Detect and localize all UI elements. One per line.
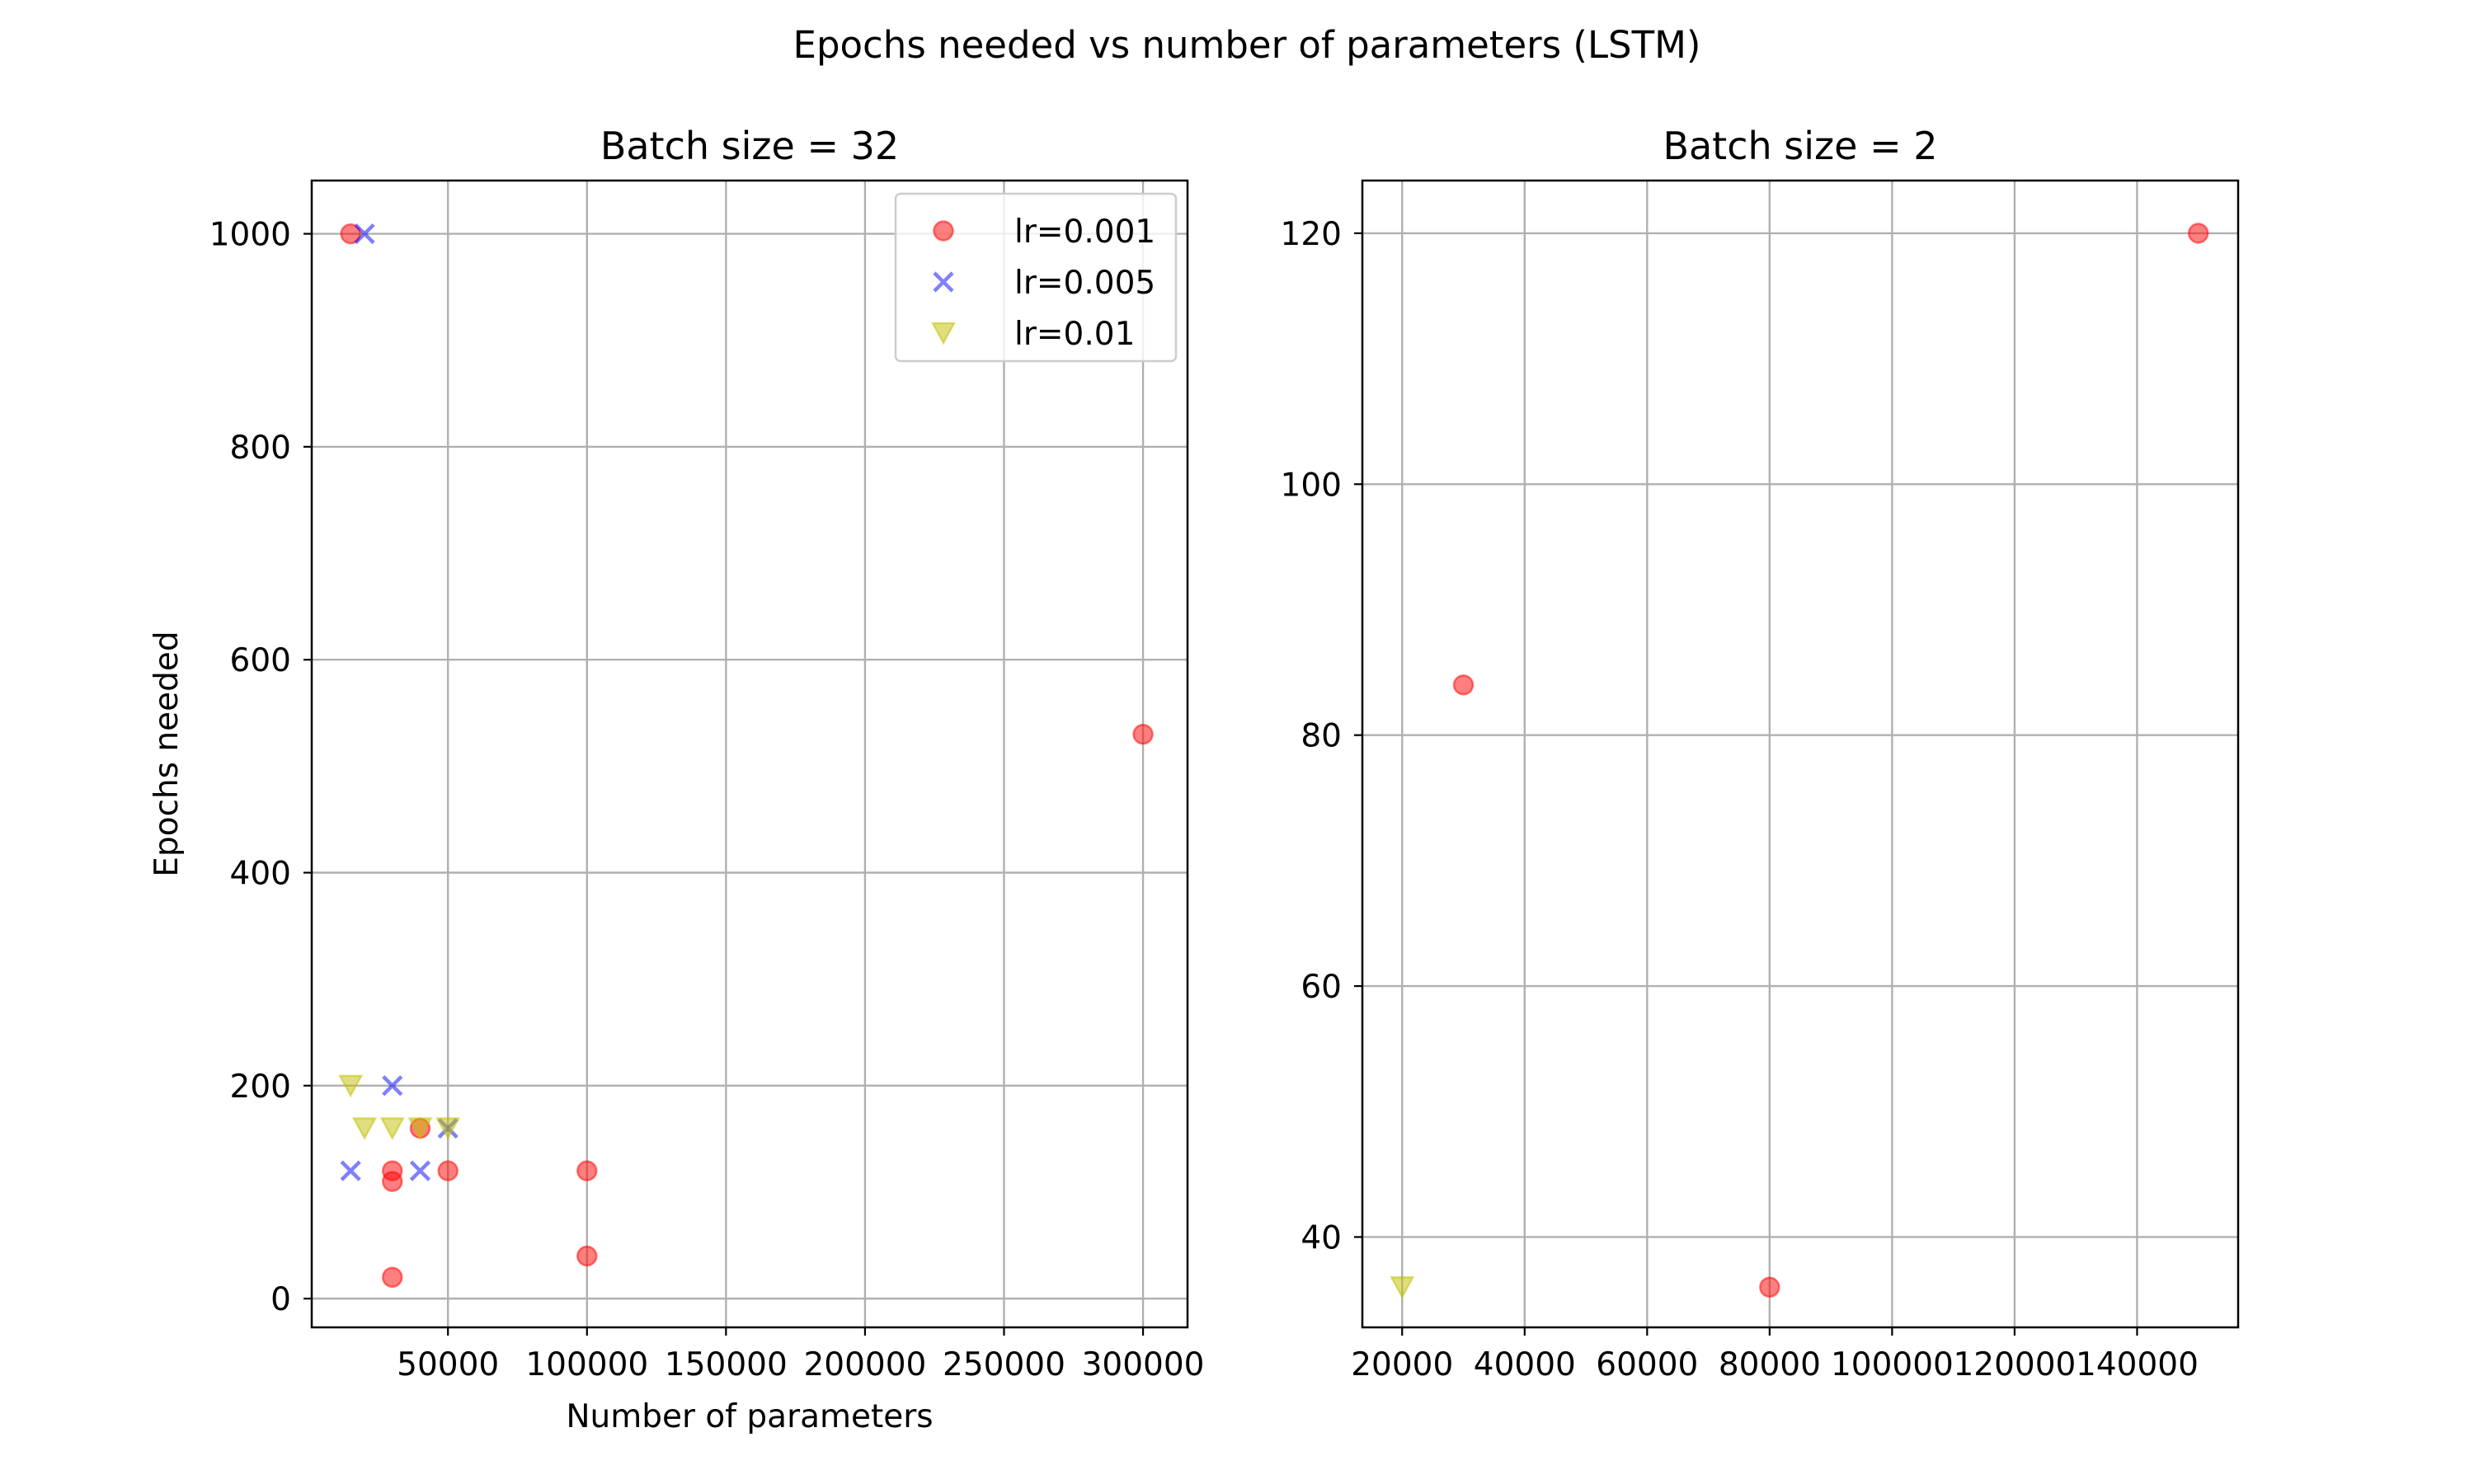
x-tick-label: 150000 — [665, 1346, 788, 1383]
point-x — [409, 1160, 431, 1181]
data-points — [1390, 223, 2209, 1299]
legend-marker-x — [933, 271, 954, 293]
x-tick-label: 100000 — [525, 1346, 648, 1383]
point-x — [382, 1075, 403, 1097]
subplot-title: Batch size = 32 — [600, 124, 899, 168]
plot-frame — [310, 179, 1189, 1329]
plot-frame — [1361, 179, 2240, 1329]
x-tick-label: 250000 — [943, 1346, 1065, 1383]
point-circle — [576, 1160, 598, 1181]
legend-marker-circle — [933, 220, 954, 242]
point-triangle-down — [1390, 1276, 1415, 1299]
y-tick-label: 400 — [230, 856, 291, 893]
y-tick-label: 800 — [230, 430, 291, 467]
grid — [1362, 181, 2238, 1327]
x-tick-label: 200000 — [803, 1346, 926, 1383]
y-tick-label: 120 — [1281, 216, 1342, 253]
x-tick-label: 100000 — [1831, 1346, 1954, 1383]
legend: lr=0.001 lr=0.005 lr=0.01 — [894, 192, 1178, 363]
y-tick-label: 40 — [1300, 1219, 1342, 1256]
x-tick-label: 80000 — [1719, 1346, 1821, 1383]
y-tick-label: 200 — [230, 1068, 291, 1106]
x-tick-label: 60000 — [1596, 1346, 1698, 1383]
x-tick-label: 20000 — [1351, 1346, 1453, 1383]
point-circle — [1452, 674, 1475, 696]
y-axis-label: Epochs needed — [148, 631, 186, 876]
point-circle — [576, 1245, 598, 1267]
y-tick-label: 60 — [1300, 969, 1342, 1006]
legend-label: lr=0.001 — [1014, 214, 1155, 251]
figure-suptitle: Epochs needed vs number of parameters (L… — [793, 23, 1701, 67]
x-axis-label: Number of parameters — [566, 1398, 933, 1435]
point-triangle-down — [435, 1117, 461, 1141]
point-triangle-down — [407, 1117, 433, 1141]
legend-label: lr=0.01 — [1014, 316, 1135, 353]
point-circle — [382, 1171, 403, 1192]
grid — [312, 181, 1188, 1327]
point-x — [340, 1160, 361, 1181]
x-tick-label: 120000 — [1953, 1346, 2076, 1383]
point-circle — [437, 1160, 459, 1181]
y-tick-label: 80 — [1300, 718, 1342, 755]
point-circle — [1132, 723, 1154, 745]
x-tick-label: 40000 — [1474, 1346, 1576, 1383]
x-tick-label: 50000 — [397, 1346, 499, 1383]
subplot-title: Batch size = 2 — [1663, 124, 1937, 168]
legend-box — [894, 192, 1178, 363]
y-tick-label: 1000 — [209, 217, 291, 254]
point-circle — [340, 223, 361, 245]
y-tick-label: 600 — [230, 642, 291, 679]
x-tick-label: 140000 — [2076, 1346, 2199, 1383]
legend-label: lr=0.005 — [1014, 265, 1155, 302]
point-circle — [1759, 1276, 1780, 1298]
subplot-batch-2: 20000 40000 60000 80000 100000 120000 140000 40… — [1281, 124, 2240, 1383]
point-triangle-down — [338, 1074, 364, 1098]
point-x — [354, 223, 375, 245]
point-triangle-down — [351, 1117, 378, 1141]
point-triangle-down — [379, 1117, 405, 1141]
subplot-batch-32: 50000 100000 150000 200000 250000 300000 0 200 4… — [148, 124, 1205, 1435]
data-points — [338, 223, 1154, 1289]
y-tick-label: 0 — [270, 1281, 291, 1318]
legend-marker-triangle-down — [930, 322, 957, 345]
y-tick-label: 100 — [1281, 467, 1342, 504]
x-tick-label: 300000 — [1082, 1346, 1205, 1383]
point-circle — [382, 1266, 403, 1289]
point-circle — [2187, 223, 2209, 244]
